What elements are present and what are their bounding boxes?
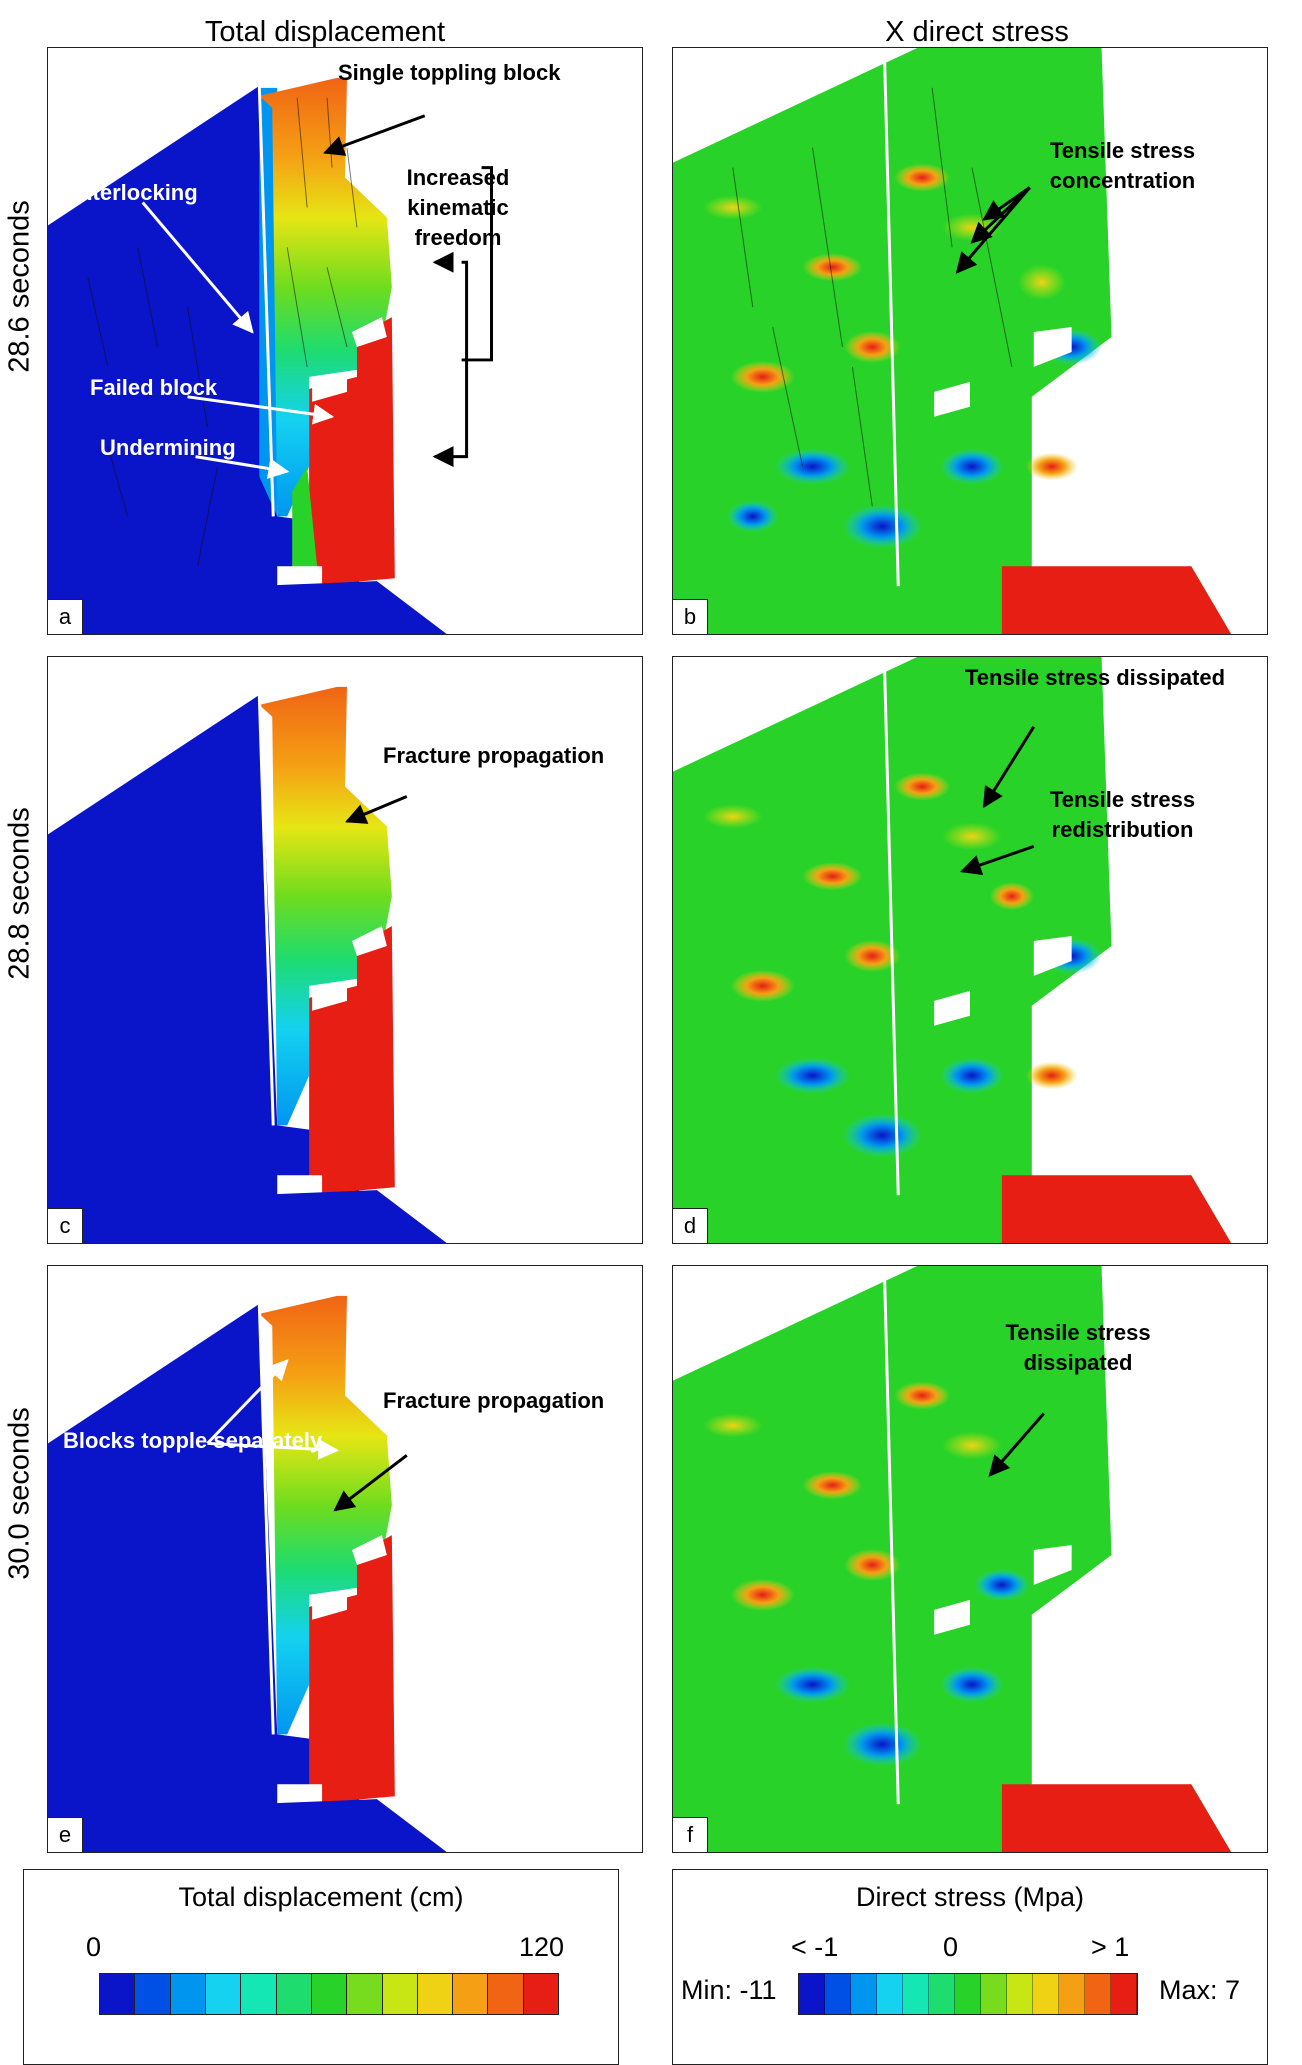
legend-displacement: Total displacement (cm) 0 120 <box>23 1869 619 2065</box>
colorbar-stress <box>798 1973 1138 2015</box>
stress-model-f <box>673 1266 1232 1852</box>
panel-label-c: c <box>48 1208 83 1243</box>
annotation-tensile-concentration: Tensile stress concentration <box>1049 138 1196 193</box>
panel-d: Tensile stress dissipated Tensile stress… <box>672 656 1268 1244</box>
legend-stress: Direct stress (Mpa) < -1 0 > 1 Min: -11 … <box>672 1869 1268 2065</box>
panel-label-d: d <box>673 1208 708 1243</box>
stress-swatch-4 <box>903 1974 929 2014</box>
legend-stress-right: > 1 <box>1091 1932 1130 1962</box>
stress-swatch-8 <box>1007 1974 1033 2014</box>
annotation-tensile-dissipated-f: Tensile stress dissipated <box>1005 1320 1151 1375</box>
displacement-swatch-9 <box>417 1974 454 2014</box>
panel-label-a: a <box>48 599 83 634</box>
stress-swatch-1 <box>825 1974 851 2014</box>
annotation-fracture-propagation-e: Fracture propagation <box>383 1388 605 1413</box>
stress-swatch-5 <box>929 1974 955 2014</box>
displacement-swatch-0 <box>100 1974 136 2014</box>
arrows-c <box>345 795 408 824</box>
stress-swatch-6 <box>955 1974 981 2014</box>
colorbar-displacement <box>99 1973 559 2015</box>
panel-c: Fracture propagation c <box>47 656 643 1244</box>
displacement-swatch-3 <box>205 1974 242 2014</box>
panel-label-f: f <box>673 1817 708 1852</box>
arrows-e <box>206 1359 408 1512</box>
legend-stress-left: < -1 <box>791 1932 839 1962</box>
panel-f: Tensile stress dissipated f <box>672 1265 1268 1853</box>
stress-swatch-12 <box>1111 1974 1137 2014</box>
annotation-fracture-propagation-c: Fracture propagation <box>383 743 605 768</box>
legend-stress-min: Min: -11 <box>681 1975 777 2005</box>
row-label-3: 30.0 seconds <box>3 1407 36 1580</box>
legend-stress-mid: 0 <box>943 1932 959 1962</box>
stress-swatch-7 <box>981 1974 1007 2014</box>
annotation-single-toppling: Single toppling block <box>338 60 561 85</box>
panel-a: Single toppling block Increased kinemati… <box>47 47 643 635</box>
legend-stress-title: Direct stress (Mpa) <box>855 1882 1085 1912</box>
displacement-swatch-4 <box>241 1974 277 2014</box>
displacement-swatch-6 <box>311 1974 348 2014</box>
annotation-tensile-dissipated-d: Tensile stress dissipated <box>965 665 1226 690</box>
displacement-swatch-2 <box>170 1974 206 2014</box>
stress-model-b <box>673 48 1232 634</box>
stress-swatch-3 <box>877 1974 903 2014</box>
annotation-blocks-topple: Blocks topple separately <box>63 1428 323 1453</box>
stress-swatch-10 <box>1059 1974 1085 2014</box>
displacement-model-e <box>48 1295 447 1852</box>
row-label-1: 28.6 seconds <box>3 200 36 373</box>
stress-swatch-0 <box>799 1974 825 2014</box>
legend-displacement-min: 0 <box>86 1932 102 1962</box>
panel-label-b: b <box>673 599 708 634</box>
arrows-f <box>988 1412 1045 1477</box>
arrows-b <box>955 186 1031 274</box>
column-title-stress: X direct stress <box>885 16 1069 48</box>
displacement-swatch-7 <box>347 1974 383 2014</box>
displacement-swatch-5 <box>276 1974 312 2014</box>
panel-b: Tensile stress concentration b <box>672 47 1268 635</box>
displacement-model-a <box>48 77 447 634</box>
row-label-2: 28.8 seconds <box>3 807 36 980</box>
arrows-a <box>141 114 493 479</box>
panel-label-e: e <box>48 1817 83 1852</box>
displacement-swatch-8 <box>382 1974 418 2014</box>
annotation-failed-block: Failed block <box>90 375 218 400</box>
displacement-swatch-12 <box>523 1974 559 2014</box>
legend-displacement-title: Total displacement (cm) <box>178 1882 464 1912</box>
annotation-undermining: Undermining <box>100 435 236 460</box>
displacement-swatch-11 <box>488 1974 524 2014</box>
displacement-swatch-1 <box>135 1974 171 2014</box>
annotation-tensile-redistribution: Tensile stress redistribution <box>1049 787 1196 842</box>
stress-swatch-11 <box>1085 1974 1111 2014</box>
panel-e: Blocks topple separately Fracture propag… <box>47 1265 643 1853</box>
column-title-displacement: Total displacement <box>204 16 446 48</box>
legend-stress-max: Max: 7 <box>1159 1975 1241 2005</box>
stress-swatch-9 <box>1033 1974 1059 2014</box>
arrows-d <box>960 725 1036 875</box>
displacement-swatch-10 <box>453 1974 489 2014</box>
legend-displacement-max: 120 <box>519 1932 565 1962</box>
displacement-model-c <box>48 686 447 1243</box>
stress-swatch-2 <box>851 1974 877 2014</box>
annotation-interlocking: Interlocking <box>73 180 198 205</box>
